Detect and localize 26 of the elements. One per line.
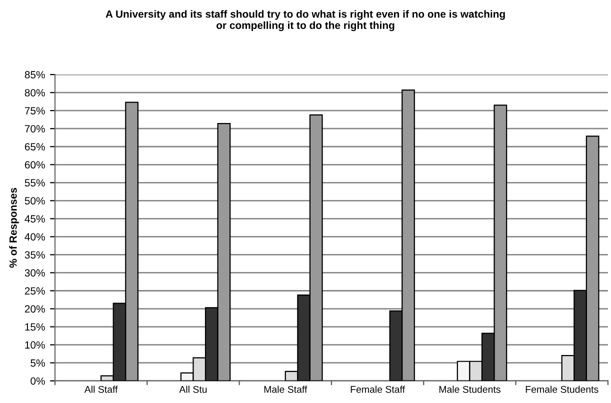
y-tick-label: 75% [24,107,45,114]
y-tick-label: 20% [24,305,45,313]
y-tick-label: 70% [24,125,45,132]
y-tick-label: 60% [24,161,45,169]
x-tick-label: Female Staff [350,386,406,393]
y-tick-label: 30% [24,269,45,277]
y-tick-label: 0% [30,377,45,385]
y-tick-label: 80% [24,89,45,96]
x-tick-label: Female Students [526,386,598,393]
y-tick-label: 85% [24,71,45,78]
y-axis-title: % of Responses [9,188,19,268]
x-tick-label: Male Staff [264,386,308,393]
y-tick-label: 45% [24,215,45,223]
x-tick-label: Male Students [439,386,500,393]
y-tick-label: 35% [24,251,45,259]
y-tick-label: 5% [30,359,45,367]
y-tick-label: 50% [24,197,45,205]
chart-title: A University and its staff should try to do what is right even if no one is watching or compelling it to do the right thing [106,10,505,32]
x-tick-label: All Staff [84,386,118,393]
y-tick-label: 55% [24,179,45,187]
y-tick-label: 15% [25,323,45,331]
y-tick-label: 40% [24,233,45,241]
y-tick-label: 65% [24,143,45,150]
y-tick-label: 10% [25,341,45,349]
y-tick-label: 25% [24,287,45,295]
x-tick-label: All Stu [179,386,207,393]
